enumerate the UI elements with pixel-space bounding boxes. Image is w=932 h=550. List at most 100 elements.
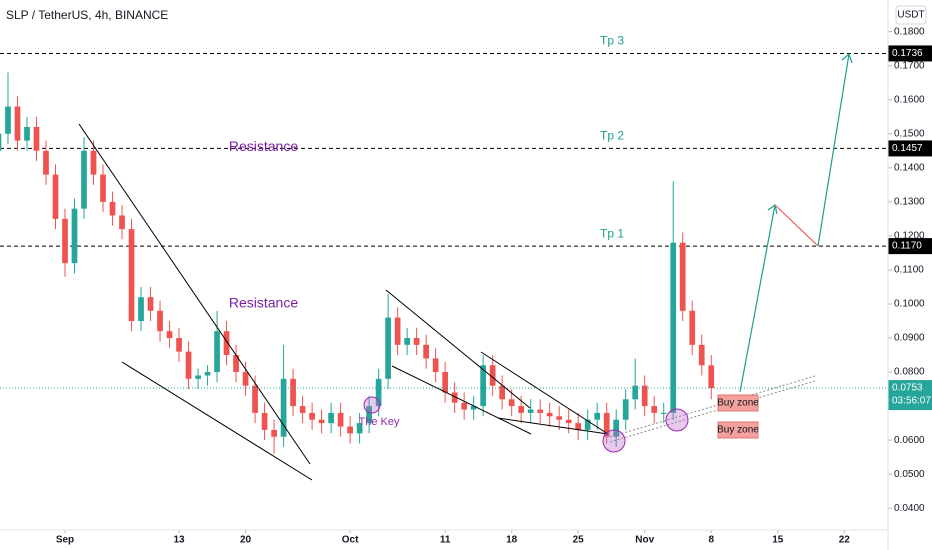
highlight-circle <box>363 396 381 414</box>
y-tick-label: 0.0800 <box>894 367 925 378</box>
zone-label: Resistance <box>229 295 298 311</box>
candle-body <box>328 412 334 424</box>
x-tick-label: 22 <box>839 535 851 546</box>
candle-body <box>318 419 325 424</box>
pullback-line <box>774 204 819 247</box>
candle-body <box>546 412 553 417</box>
y-tick-label: 0.1000 <box>894 299 925 310</box>
x-tick-label: 15 <box>772 535 784 546</box>
trend-line <box>78 123 311 465</box>
y-tick-label: 0.1300 <box>894 196 925 207</box>
y-tick-label: 0.0400 <box>894 503 925 514</box>
candle-body <box>24 126 30 141</box>
trend-line <box>121 361 313 481</box>
trend-line <box>480 351 609 435</box>
candle-body <box>565 419 572 424</box>
x-tick-label: 25 <box>573 535 585 546</box>
countdown: 03:56:07 <box>892 396 931 407</box>
candle-body <box>461 402 467 410</box>
highlight-circle <box>665 408 689 432</box>
candle-body <box>537 409 544 413</box>
candle-body <box>660 412 667 414</box>
trend-line <box>385 289 531 409</box>
y-tick-label: 0.1200 <box>894 231 925 242</box>
chart-title: SLP / TetherUS, 4h, BINANCE <box>6 8 168 22</box>
candle-body <box>527 409 534 413</box>
buy-zone-box <box>717 421 759 439</box>
level-price-box <box>888 140 932 157</box>
candle-body <box>641 385 648 407</box>
candle-body <box>575 423 582 430</box>
level-name: Tp 2 <box>600 129 624 143</box>
x-tick-label: 13 <box>173 535 185 546</box>
candle-body <box>451 392 458 403</box>
y-tick-label: 0.1700 <box>894 60 925 71</box>
annotation: Buy zone <box>717 398 759 409</box>
projection-arrow <box>739 204 776 393</box>
candle-body <box>195 375 201 379</box>
candle-body <box>299 406 306 413</box>
candle-body <box>223 331 230 356</box>
candle-body <box>356 423 363 434</box>
candle-body <box>508 399 515 407</box>
highlight-circle <box>602 429 626 453</box>
candle-body <box>404 338 410 345</box>
drawings <box>78 52 853 481</box>
candle-body <box>651 406 658 413</box>
trend-line <box>497 417 609 435</box>
candle-body <box>14 106 21 141</box>
level-price: 0.1457 <box>892 143 923 154</box>
candle-body <box>603 412 610 437</box>
candle-body <box>214 331 220 373</box>
arrow-head <box>841 52 853 64</box>
candle-body <box>271 429 277 437</box>
trend-line <box>391 365 532 435</box>
candle-body <box>518 406 525 413</box>
candle-body <box>147 297 154 311</box>
candle-body <box>622 399 629 420</box>
candle-body <box>157 310 163 332</box>
y-tick-label: 0.1400 <box>894 162 925 173</box>
y-tick-label: 0.1500 <box>894 128 925 139</box>
candle-body <box>679 242 686 311</box>
candle-body <box>109 201 116 216</box>
level-price-box <box>888 238 932 255</box>
candle-body <box>233 355 239 373</box>
level-price: 0.1736 <box>892 48 923 59</box>
level-name: Tp 3 <box>600 34 624 48</box>
candle-body <box>385 317 391 379</box>
candle-body <box>52 174 59 219</box>
x-tick-label: 18 <box>506 535 518 546</box>
candle-body <box>584 419 591 430</box>
candle-body <box>0 133 2 151</box>
candle-body <box>71 208 78 264</box>
zone-label: Resistance <box>229 138 298 154</box>
y-tick-label: 0.0500 <box>894 469 925 480</box>
level-price-box <box>888 45 932 62</box>
candle-body <box>309 412 315 420</box>
currency: USDT <box>897 10 924 21</box>
candle-body <box>480 365 487 407</box>
candle-body <box>689 310 696 345</box>
candle-body <box>698 344 705 366</box>
candle-body <box>347 426 353 434</box>
y-tick-label: 0.0900 <box>894 333 925 344</box>
level-name: Tp 1 <box>600 226 624 240</box>
candle-body <box>499 385 506 400</box>
candle-body <box>138 297 144 321</box>
candle-body <box>204 372 211 376</box>
candle-body <box>185 351 192 379</box>
candle-body <box>81 150 87 209</box>
candle-body <box>556 416 563 420</box>
candle-body <box>470 406 477 410</box>
y-tick-label: 0.1100 <box>894 265 924 276</box>
candle-body <box>43 150 49 175</box>
projection-arrow <box>817 53 850 247</box>
candle-body <box>489 365 496 386</box>
candle-body <box>5 106 11 134</box>
x-tick-label: Oct <box>342 535 359 546</box>
y-tick-label: 0.1800 <box>894 26 925 37</box>
x-tick-label: Nov <box>635 535 654 546</box>
